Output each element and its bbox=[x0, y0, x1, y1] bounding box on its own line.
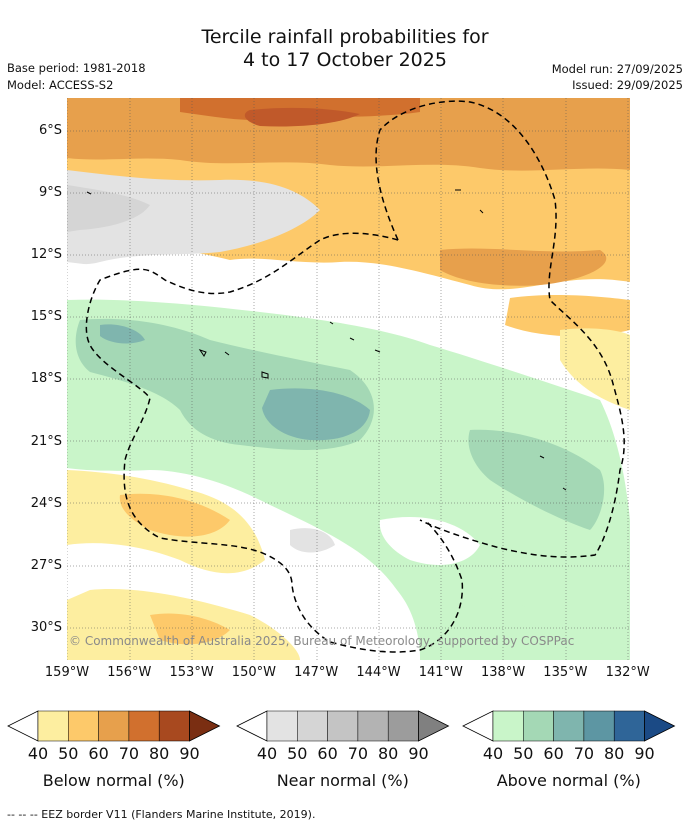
colorbar-tick: 90 bbox=[408, 744, 429, 763]
colorbar-tick: 70 bbox=[347, 744, 369, 763]
colorbar bbox=[7, 710, 221, 742]
colorbar-segment bbox=[37, 710, 69, 742]
colorbar-min-extension bbox=[7, 710, 39, 742]
colorbar-min-extension bbox=[236, 710, 268, 742]
colorbar-tick: 60 bbox=[317, 744, 338, 763]
lat-label: 18°S bbox=[30, 371, 62, 387]
lat-label: 15°S bbox=[30, 309, 62, 325]
colorbar-segment bbox=[613, 710, 645, 742]
colorbar-segment bbox=[98, 710, 130, 742]
colorbar-segment bbox=[357, 710, 389, 742]
probability-field bbox=[67, 98, 630, 660]
base-period: Base period: 1981-2018 bbox=[7, 61, 146, 75]
lat-label: 9°S bbox=[38, 185, 62, 201]
colorbar-segment bbox=[492, 710, 524, 742]
lon-label: 135°W bbox=[543, 665, 588, 680]
lon-label: 138°W bbox=[481, 665, 526, 680]
colorbar-segment bbox=[523, 710, 554, 742]
colorbar-label: Below normal (%) bbox=[42, 771, 185, 790]
model-run: Model run: 27/09/2025 bbox=[551, 62, 683, 76]
colorbar-segment bbox=[158, 710, 190, 742]
colorbar-segment bbox=[68, 710, 99, 742]
colorbar-tick: 70 bbox=[573, 744, 595, 763]
colorbar-tick: 50 bbox=[58, 744, 79, 763]
lon-label: 150°W bbox=[231, 665, 276, 680]
colorbar-segment bbox=[128, 710, 160, 742]
eez-footnote: -- -- -- EEZ border V11 (Flanders Marine… bbox=[7, 808, 316, 821]
issued-date: Issued: 29/09/2025 bbox=[572, 78, 683, 92]
colorbar-segment bbox=[553, 710, 585, 742]
lon-label: 153°W bbox=[169, 665, 214, 680]
lat-label: 21°S bbox=[30, 433, 62, 449]
colorbar-tick: 90 bbox=[179, 744, 200, 763]
colorbar-label: Near normal (%) bbox=[276, 771, 409, 790]
colorbar-max-extension bbox=[644, 710, 676, 742]
colorbar-tick: 70 bbox=[118, 744, 140, 763]
lat-label: 30°S bbox=[30, 619, 62, 635]
colorbar-min-extension bbox=[462, 710, 494, 742]
lat-label: 27°S bbox=[30, 557, 62, 573]
lon-label: 141°W bbox=[418, 665, 463, 680]
model-name: Model: ACCESS-S2 bbox=[7, 78, 114, 92]
colorbar-tick: 40 bbox=[27, 744, 49, 763]
colorbar-segment bbox=[327, 710, 359, 742]
colorbar-tick: 50 bbox=[287, 744, 308, 763]
colorbar-tick: 60 bbox=[88, 744, 109, 763]
colorbar-tick: 80 bbox=[378, 744, 399, 763]
lon-label: 144°W bbox=[356, 665, 401, 680]
colorbar-tick: 60 bbox=[543, 744, 564, 763]
colorbar-tick: 80 bbox=[149, 744, 170, 763]
colorbar-tick: 80 bbox=[604, 744, 625, 763]
colorbar-max-extension bbox=[189, 710, 221, 742]
lon-label: 159°W bbox=[44, 665, 90, 680]
copyright-note: © Commonwealth of Australia 2025, Bureau… bbox=[69, 634, 575, 648]
colorbar-segment bbox=[266, 710, 298, 742]
colorbar bbox=[462, 710, 676, 742]
colorbar-segment bbox=[583, 710, 615, 742]
colorbar-segment bbox=[387, 710, 419, 742]
lat-label: 12°S bbox=[30, 247, 62, 263]
gridlines bbox=[67, 98, 630, 660]
colorbar-label: Above normal (%) bbox=[496, 771, 641, 790]
colorbar-tick: 90 bbox=[634, 744, 655, 763]
lon-label: 147°W bbox=[294, 665, 339, 680]
lat-label: 24°S bbox=[30, 495, 62, 511]
title-line-2: 4 to 17 October 2025 bbox=[243, 49, 447, 71]
colorbar-tick: 40 bbox=[482, 744, 504, 763]
lon-label: 156°W bbox=[107, 665, 152, 680]
colorbar-tick: 50 bbox=[513, 744, 534, 763]
title-line-1: Tercile rainfall probabilities for bbox=[201, 26, 489, 48]
eez-border bbox=[85, 100, 625, 653]
colorbar bbox=[236, 710, 450, 742]
colorbar-segment bbox=[297, 710, 328, 742]
lat-label: 6°S bbox=[38, 123, 62, 138]
colorbar-tick: 40 bbox=[256, 744, 278, 763]
islands bbox=[86, 189, 567, 491]
colorbar-max-extension bbox=[418, 710, 450, 742]
lon-label: 132°W bbox=[605, 665, 650, 680]
